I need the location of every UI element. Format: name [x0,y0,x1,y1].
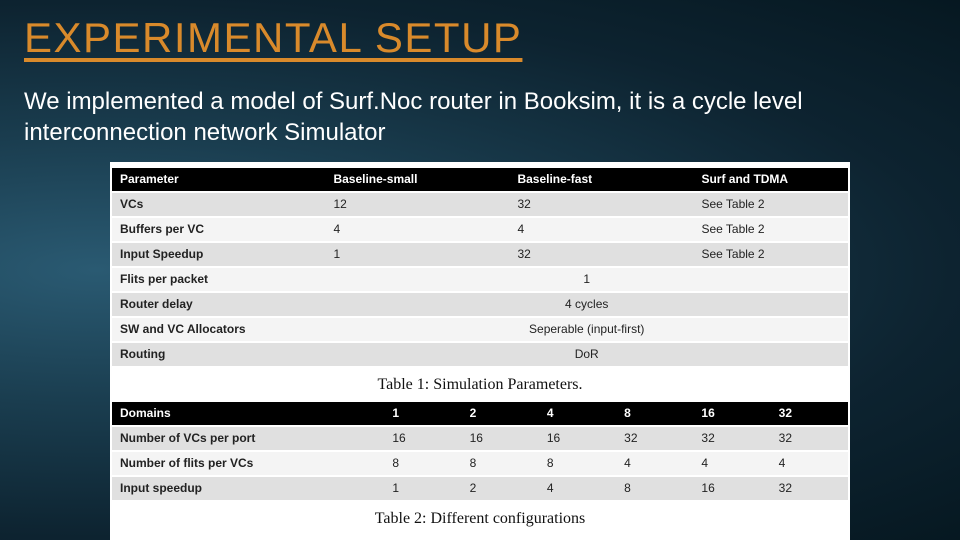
table-1-col-header: Surf and TDMA [693,168,848,191]
table-1-caption: Table 1: Simulation Parameters. [112,376,848,394]
table-cell: See Table 2 [693,193,848,216]
table-row: RoutingDoR [112,343,848,366]
table-cell: Input Speedup [112,243,325,266]
table-cell: 8 [384,452,461,475]
slide-body-text: We implemented a model of Surf.Noc route… [24,86,936,148]
table-2-header-row: Domains 1 2 4 8 16 32 [112,402,848,425]
table-cell: Seperable (input-first) [325,318,848,341]
table-cell: Flits per packet [112,268,325,291]
table-cell: SW and VC Allocators [112,318,325,341]
table-2-different-configurations: Domains 1 2 4 8 16 32 Number of VCs per … [112,400,848,502]
table-cell: 16 [462,427,539,450]
table-row: Input speedup12481632 [112,477,848,500]
table-cell: Routing [112,343,325,366]
table-cell: 12 [325,193,509,216]
table-cell: Router delay [112,293,325,316]
table-cell: 32 [693,427,770,450]
table-row: Router delay4 cycles [112,293,848,316]
table-cell: VCs [112,193,325,216]
table-cell: 4 [509,218,693,241]
tables-container: Parameter Baseline-small Baseline-fast S… [110,162,850,540]
table-cell: 32 [509,243,693,266]
table-row: Flits per packet1 [112,268,848,291]
table-cell: 32 [616,427,693,450]
table-cell: Number of flits per VCs [112,452,384,475]
slide-title: EXPERIMENTAL SETUP [24,14,936,62]
table-1-col-header: Baseline-small [325,168,509,191]
table-cell: 2 [462,477,539,500]
table-cell: 32 [771,427,848,450]
table-2-col-header: 16 [693,402,770,425]
table-cell: 4 cycles [325,293,848,316]
table-1-simulation-parameters: Parameter Baseline-small Baseline-fast S… [112,166,848,368]
table-cell: 8 [616,477,693,500]
table-row: SW and VC AllocatorsSeperable (input-fir… [112,318,848,341]
table-2-caption: Table 2: Different configurations [112,510,848,528]
table-cell: 32 [771,477,848,500]
table-row: Number of flits per VCs888444 [112,452,848,475]
table-cell: 1 [325,243,509,266]
table-cell: 32 [509,193,693,216]
table-cell: 16 [693,477,770,500]
slide: EXPERIMENTAL SETUP We implemented a mode… [0,0,960,540]
table-cell: 1 [325,268,848,291]
table-1-col-header: Parameter [112,168,325,191]
table-cell: Input speedup [112,477,384,500]
table-cell: Buffers per VC [112,218,325,241]
table-2-col-header: 2 [462,402,539,425]
table-cell: See Table 2 [693,218,848,241]
table-row: VCs1232See Table 2 [112,193,848,216]
table-cell: 8 [462,452,539,475]
table-row: Buffers per VC44See Table 2 [112,218,848,241]
table-2-col-header: 32 [771,402,848,425]
table-2-col-header: 1 [384,402,461,425]
table-cell: 4 [616,452,693,475]
table-2-col-header: 4 [539,402,616,425]
table-cell: 4 [693,452,770,475]
table-cell: 4 [325,218,509,241]
table-cell: Number of VCs per port [112,427,384,450]
table-row: Input Speedup132See Table 2 [112,243,848,266]
table-2-col-header: Domains [112,402,384,425]
table-2-col-header: 8 [616,402,693,425]
table-1-col-header: Baseline-fast [509,168,693,191]
table-row: Number of VCs per port161616323232 [112,427,848,450]
table-cell: 4 [539,477,616,500]
table-cell: DoR [325,343,848,366]
table-cell: 4 [771,452,848,475]
table-cell: 16 [384,427,461,450]
table-cell: 1 [384,477,461,500]
table-cell: 16 [539,427,616,450]
table-cell: See Table 2 [693,243,848,266]
table-1-header-row: Parameter Baseline-small Baseline-fast S… [112,168,848,191]
table-cell: 8 [539,452,616,475]
